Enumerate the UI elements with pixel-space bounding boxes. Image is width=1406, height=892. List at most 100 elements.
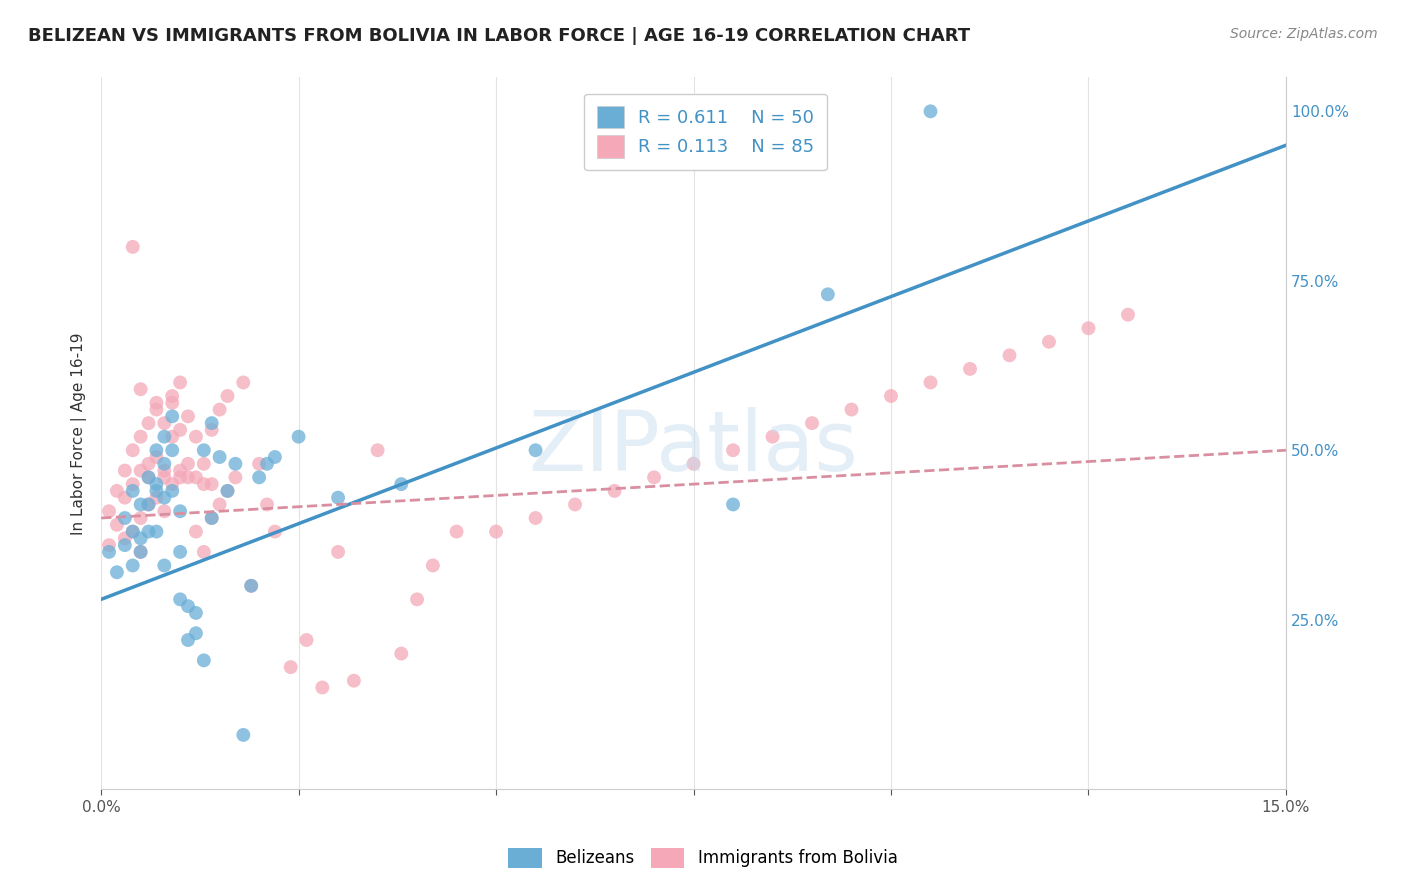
Point xyxy=(121,477,143,491)
Point xyxy=(121,524,143,539)
Point xyxy=(138,498,160,512)
Point xyxy=(114,532,136,546)
Point xyxy=(138,470,160,484)
Point xyxy=(114,538,136,552)
Point xyxy=(105,517,128,532)
Point xyxy=(145,443,167,458)
Point xyxy=(177,457,200,471)
Point xyxy=(1038,334,1060,349)
Point xyxy=(920,104,942,119)
Point xyxy=(256,457,278,471)
Point xyxy=(201,477,224,491)
Legend: Belizeans, Immigrants from Bolivia: Belizeans, Immigrants from Bolivia xyxy=(502,841,904,875)
Point xyxy=(114,491,136,505)
Point xyxy=(446,524,468,539)
Point xyxy=(129,545,152,559)
Legend: R = 0.611    N = 50, R = 0.113    N = 85: R = 0.611 N = 50, R = 0.113 N = 85 xyxy=(583,94,827,170)
Point xyxy=(232,376,254,390)
Point xyxy=(145,491,167,505)
Point xyxy=(177,470,200,484)
Point xyxy=(841,402,863,417)
Point xyxy=(129,511,152,525)
Point xyxy=(153,457,176,471)
Point xyxy=(160,430,183,444)
Point xyxy=(817,287,839,301)
Point xyxy=(217,389,239,403)
Point xyxy=(114,511,136,525)
Point xyxy=(98,538,121,552)
Point xyxy=(201,511,224,525)
Point xyxy=(169,376,191,390)
Point xyxy=(145,524,167,539)
Point xyxy=(208,450,231,464)
Point xyxy=(169,504,191,518)
Point xyxy=(224,470,246,484)
Point xyxy=(153,491,176,505)
Text: ZIPatlas: ZIPatlas xyxy=(529,407,859,488)
Point xyxy=(153,416,176,430)
Point xyxy=(193,653,215,667)
Point xyxy=(114,464,136,478)
Point xyxy=(603,483,626,498)
Point xyxy=(422,558,444,573)
Point xyxy=(160,477,183,491)
Point xyxy=(311,681,333,695)
Point xyxy=(184,626,207,640)
Point xyxy=(105,483,128,498)
Point xyxy=(105,566,128,580)
Point xyxy=(184,524,207,539)
Point xyxy=(193,443,215,458)
Point xyxy=(184,430,207,444)
Point xyxy=(138,470,160,484)
Point xyxy=(880,389,903,403)
Point xyxy=(295,633,318,648)
Point xyxy=(121,558,143,573)
Point xyxy=(217,483,239,498)
Point xyxy=(129,545,152,559)
Point xyxy=(326,545,349,559)
Text: Source: ZipAtlas.com: Source: ZipAtlas.com xyxy=(1230,27,1378,41)
Point xyxy=(564,498,586,512)
Point xyxy=(247,470,270,484)
Point xyxy=(761,430,783,444)
Point xyxy=(287,430,309,444)
Point xyxy=(343,673,366,688)
Point xyxy=(121,443,143,458)
Point xyxy=(160,483,183,498)
Point xyxy=(389,647,412,661)
Point xyxy=(389,477,412,491)
Point xyxy=(367,443,389,458)
Point xyxy=(121,524,143,539)
Point xyxy=(177,599,200,614)
Point xyxy=(169,464,191,478)
Point xyxy=(129,430,152,444)
Point xyxy=(160,396,183,410)
Point xyxy=(145,483,167,498)
Point xyxy=(160,389,183,403)
Point xyxy=(1077,321,1099,335)
Point xyxy=(193,477,215,491)
Point xyxy=(169,470,191,484)
Point xyxy=(485,524,508,539)
Point xyxy=(201,423,224,437)
Point xyxy=(256,498,278,512)
Point xyxy=(121,483,143,498)
Point xyxy=(208,498,231,512)
Point xyxy=(160,409,183,424)
Point xyxy=(959,362,981,376)
Point xyxy=(1116,308,1139,322)
Point xyxy=(247,457,270,471)
Point xyxy=(232,728,254,742)
Point xyxy=(201,511,224,525)
Point xyxy=(643,470,665,484)
Point xyxy=(193,545,215,559)
Point xyxy=(98,504,121,518)
Point xyxy=(184,606,207,620)
Point xyxy=(524,511,547,525)
Point xyxy=(129,464,152,478)
Point xyxy=(801,416,824,430)
Point xyxy=(138,416,160,430)
Point xyxy=(240,579,263,593)
Point xyxy=(160,443,183,458)
Point xyxy=(98,545,121,559)
